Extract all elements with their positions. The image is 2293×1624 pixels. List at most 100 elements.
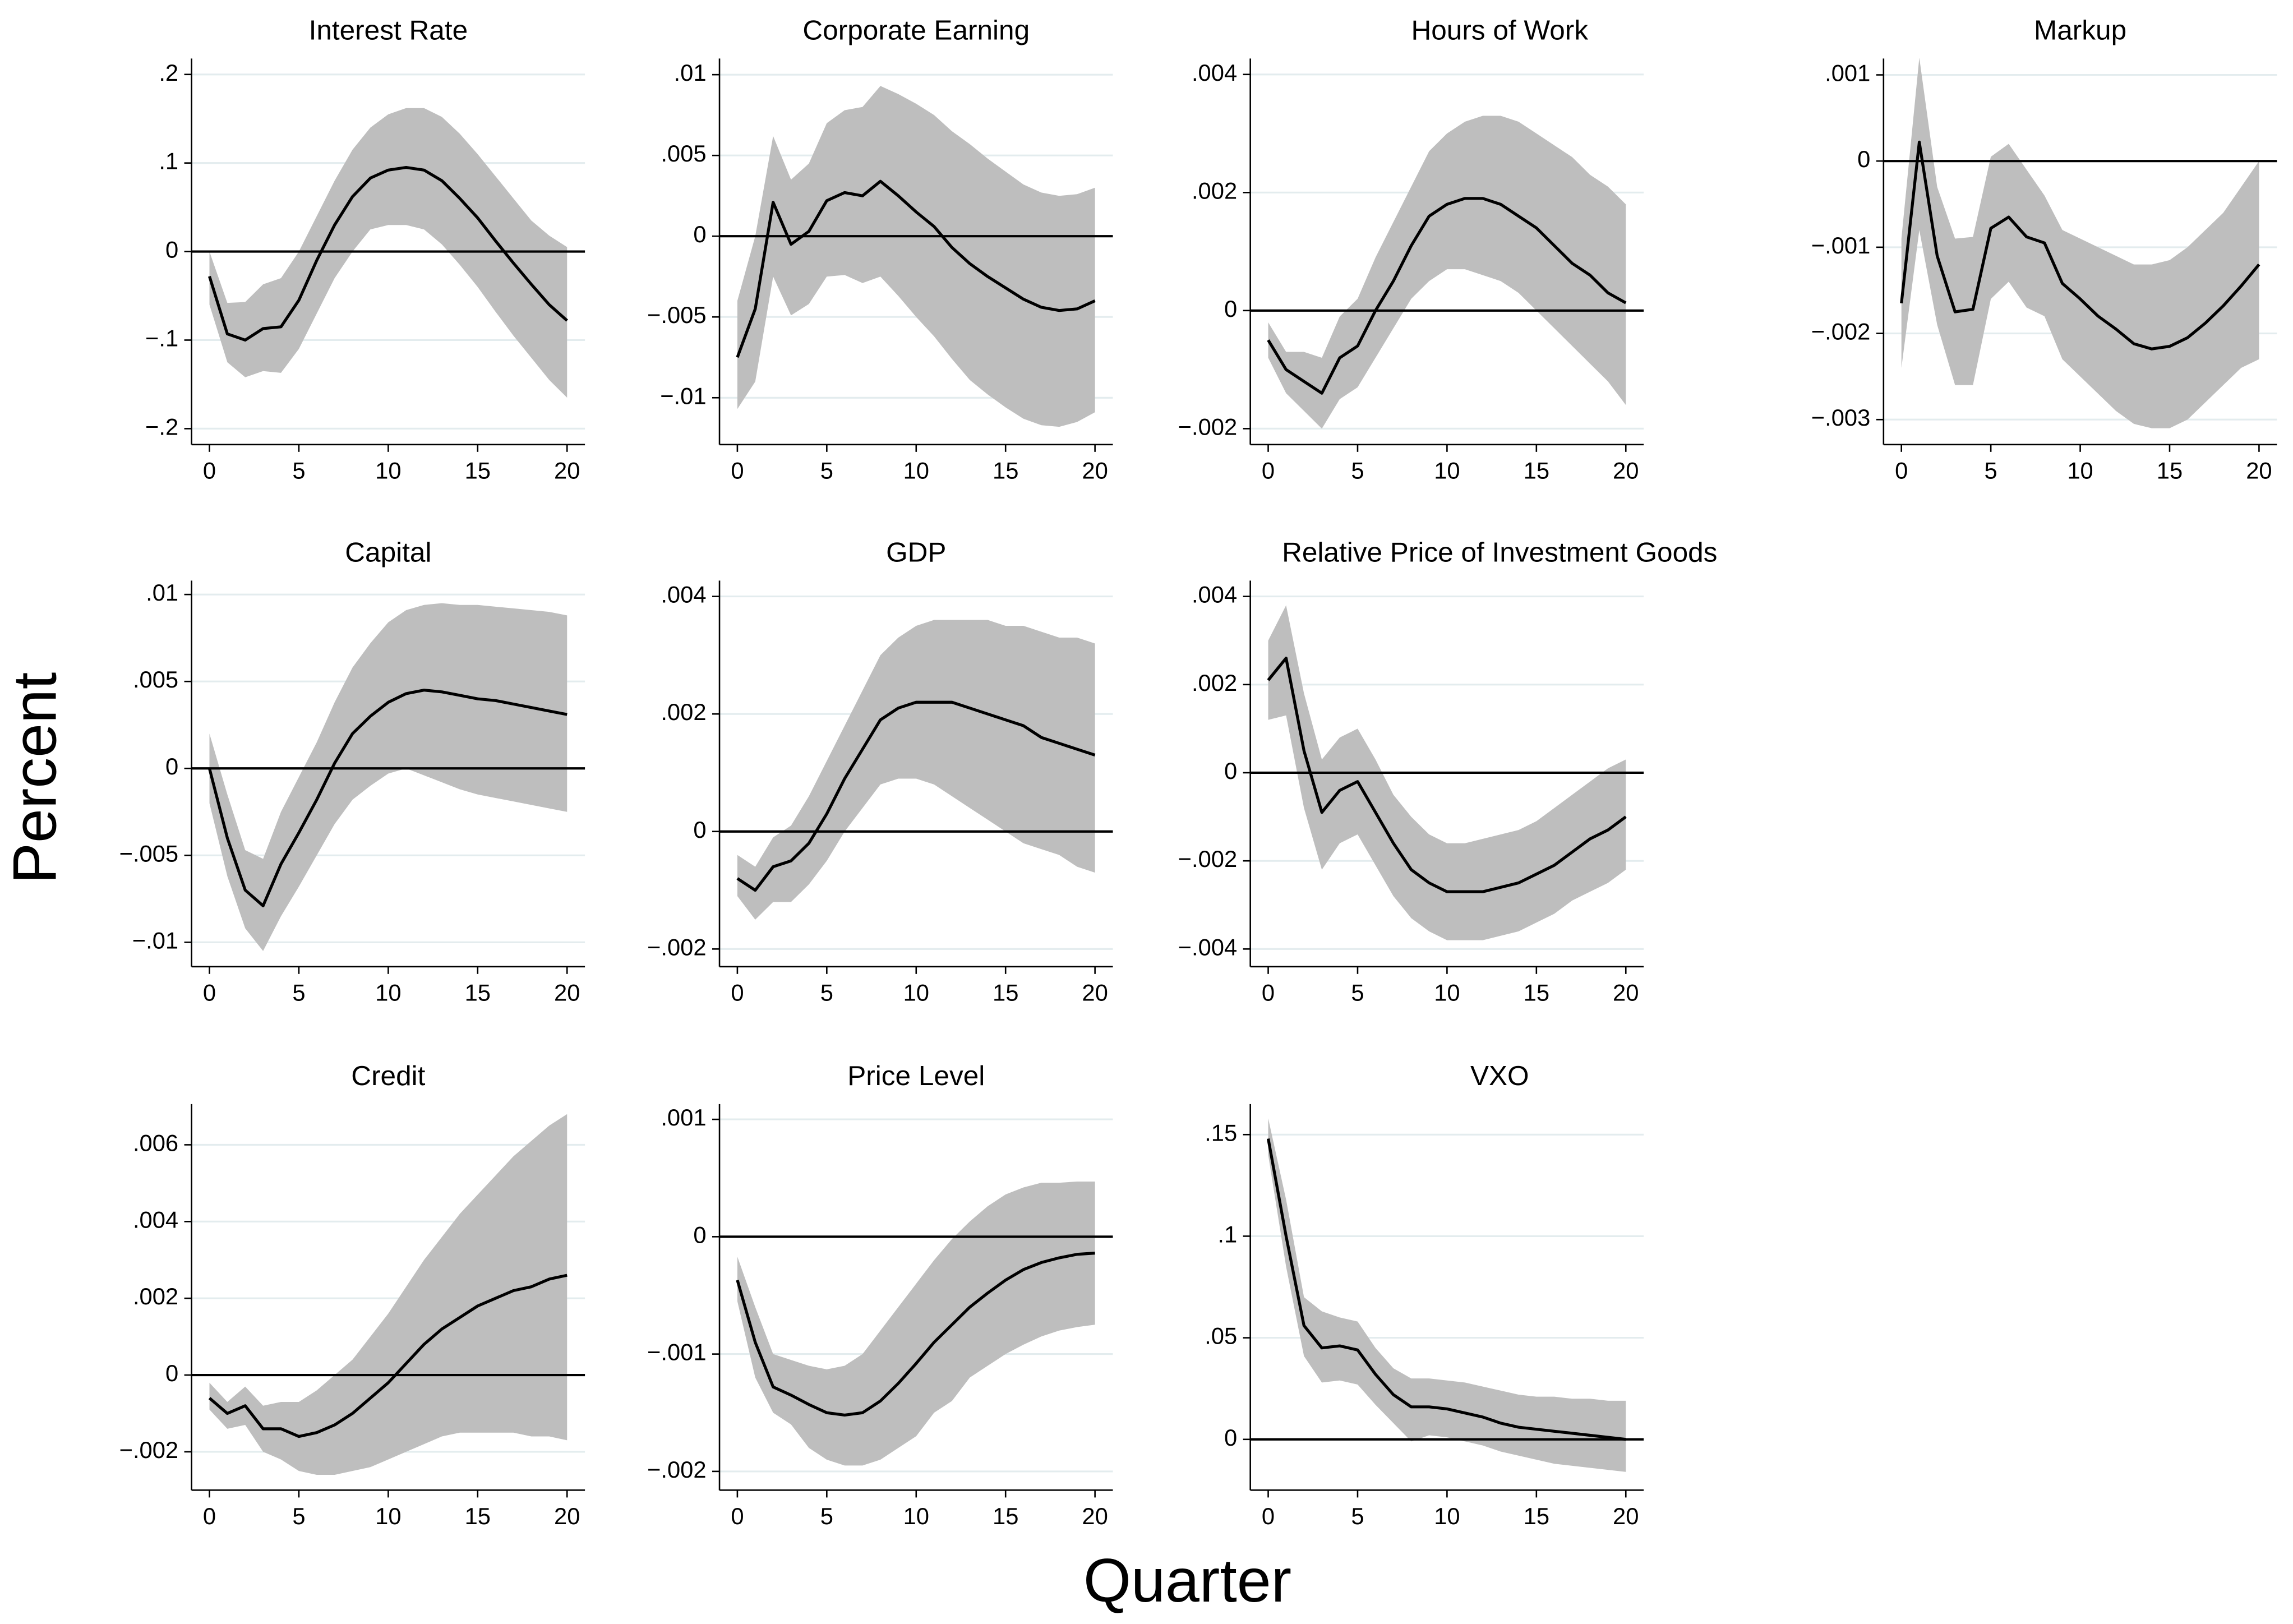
y-tick-label: .004 xyxy=(661,582,706,608)
y-tick-label: .001 xyxy=(661,1104,706,1131)
x-tick-label: 20 xyxy=(1613,457,1639,483)
x-tick-label: 0 xyxy=(203,1503,216,1529)
confidence-band xyxy=(1268,605,1626,940)
y-tick-label: .002 xyxy=(133,1283,178,1309)
y-tick-label: −.005 xyxy=(119,840,179,866)
x-tick-label: 5 xyxy=(292,979,305,1005)
panel-title: Price Level xyxy=(847,1060,985,1091)
y-tick-label: .15 xyxy=(1205,1119,1237,1146)
response-line xyxy=(1900,140,2260,350)
x-tick-label: 20 xyxy=(1613,1503,1639,1529)
x-tick-label: 10 xyxy=(375,1503,401,1529)
confidence-band xyxy=(209,108,568,398)
x-tick-label: 0 xyxy=(203,457,216,483)
x-tick-label: 15 xyxy=(993,979,1018,1005)
panel-title: Credit xyxy=(351,1060,425,1091)
response-line xyxy=(208,1274,568,1438)
x-tick-label: 0 xyxy=(1895,457,1908,483)
y-tick-label: 0 xyxy=(165,1360,178,1386)
y-tick-label: −.002 xyxy=(647,934,707,960)
y-tick-label: −.002 xyxy=(1178,846,1238,872)
y-tick-label: .01 xyxy=(146,579,178,606)
y-tick-label: −.001 xyxy=(1811,232,1871,259)
response-line xyxy=(736,179,1096,358)
x-tick-label: 15 xyxy=(993,1503,1018,1529)
x-tick-label: 15 xyxy=(993,457,1018,483)
x-tick-label: 20 xyxy=(1082,979,1108,1005)
y-tick-label: −.1 xyxy=(145,325,178,351)
response-line xyxy=(736,1252,1095,1417)
x-tick-label: 20 xyxy=(554,979,580,1005)
x-tick-label: 5 xyxy=(292,457,305,483)
x-tick-label: 20 xyxy=(554,1503,580,1529)
response-line xyxy=(736,700,1096,892)
y-tick-label: .005 xyxy=(133,666,178,693)
panel-title: GDP xyxy=(886,537,946,568)
x-tick-label: 10 xyxy=(1434,457,1460,483)
y-tick-label: .004 xyxy=(133,1206,178,1233)
y-tick-label: .2 xyxy=(159,59,178,86)
x-tick-label: 10 xyxy=(1434,1503,1460,1529)
x-tick-label: 20 xyxy=(554,457,580,483)
x-tick-label: 0 xyxy=(731,979,744,1005)
x-tick-label: 5 xyxy=(1351,979,1364,1005)
y-tick-label: −.003 xyxy=(1811,404,1871,431)
x-tick-label: 0 xyxy=(731,1503,744,1529)
y-tick-label: −.01 xyxy=(132,927,178,953)
y-tick-label: .004 xyxy=(1192,59,1237,86)
y-tick-label: −.01 xyxy=(660,382,706,409)
y-tick-label: .001 xyxy=(1825,60,1870,86)
y-tick-label: .002 xyxy=(661,699,706,725)
y-tick-label: −.004 xyxy=(1178,934,1238,960)
x-axis-label: Quarter xyxy=(1083,1547,1291,1615)
y-tick-label: .01 xyxy=(674,59,707,86)
response-line xyxy=(1266,1138,1626,1441)
panel-title: Relative Price of Investment Goods xyxy=(1282,537,1717,568)
panel-title: Hours of Work xyxy=(1411,15,1588,45)
y-tick-label: 0 xyxy=(165,237,178,263)
confidence-band xyxy=(1268,116,1626,429)
x-tick-label: 10 xyxy=(903,457,929,483)
x-tick-label: 5 xyxy=(1351,1503,1364,1529)
panel-title: Markup xyxy=(2034,15,2126,45)
y-tick-label: 0 xyxy=(1224,1424,1237,1451)
y-tick-label: −.005 xyxy=(647,302,707,328)
x-tick-label: 0 xyxy=(1262,1503,1275,1529)
y-tick-label: 0 xyxy=(693,221,706,247)
x-tick-label: 5 xyxy=(292,1503,305,1529)
x-tick-label: 0 xyxy=(731,457,744,483)
x-tick-label: 15 xyxy=(1524,1503,1549,1529)
x-tick-label: 10 xyxy=(2067,457,2093,483)
y-tick-label: .002 xyxy=(1192,177,1237,204)
y-tick-label: −.002 xyxy=(1811,319,1871,345)
x-tick-label: 5 xyxy=(820,457,833,483)
y-tick-label: −.002 xyxy=(647,1456,707,1483)
y-tick-label: .1 xyxy=(159,148,178,174)
confidence-band xyxy=(737,1182,1095,1466)
y-axis-label: Percent xyxy=(1,672,69,884)
confidence-band xyxy=(737,86,1095,427)
panel-title: Interest Rate xyxy=(309,15,468,45)
x-tick-label: 5 xyxy=(1985,457,1997,483)
x-tick-label: 10 xyxy=(375,457,401,483)
x-tick-label: 5 xyxy=(820,1503,833,1529)
x-tick-label: 20 xyxy=(2246,457,2272,483)
confidence-band xyxy=(1901,57,2259,428)
confidence-band xyxy=(737,620,1095,920)
y-tick-label: .005 xyxy=(661,140,706,167)
confidence-band xyxy=(1268,1118,1626,1472)
x-tick-label: 15 xyxy=(2157,457,2183,483)
response-line xyxy=(208,165,568,342)
x-tick-label: 10 xyxy=(1434,979,1460,1005)
panel-title: VXO xyxy=(1470,1060,1529,1091)
x-tick-label: 15 xyxy=(465,457,491,483)
y-tick-label: −.2 xyxy=(145,413,178,440)
x-tick-label: 15 xyxy=(1524,979,1549,1005)
x-tick-label: 5 xyxy=(1351,457,1364,483)
x-tick-label: 20 xyxy=(1082,457,1108,483)
response-line xyxy=(1267,657,1627,893)
panel-title: Capital xyxy=(345,537,431,568)
x-tick-label: 15 xyxy=(1524,457,1549,483)
confidence-band xyxy=(209,603,568,951)
